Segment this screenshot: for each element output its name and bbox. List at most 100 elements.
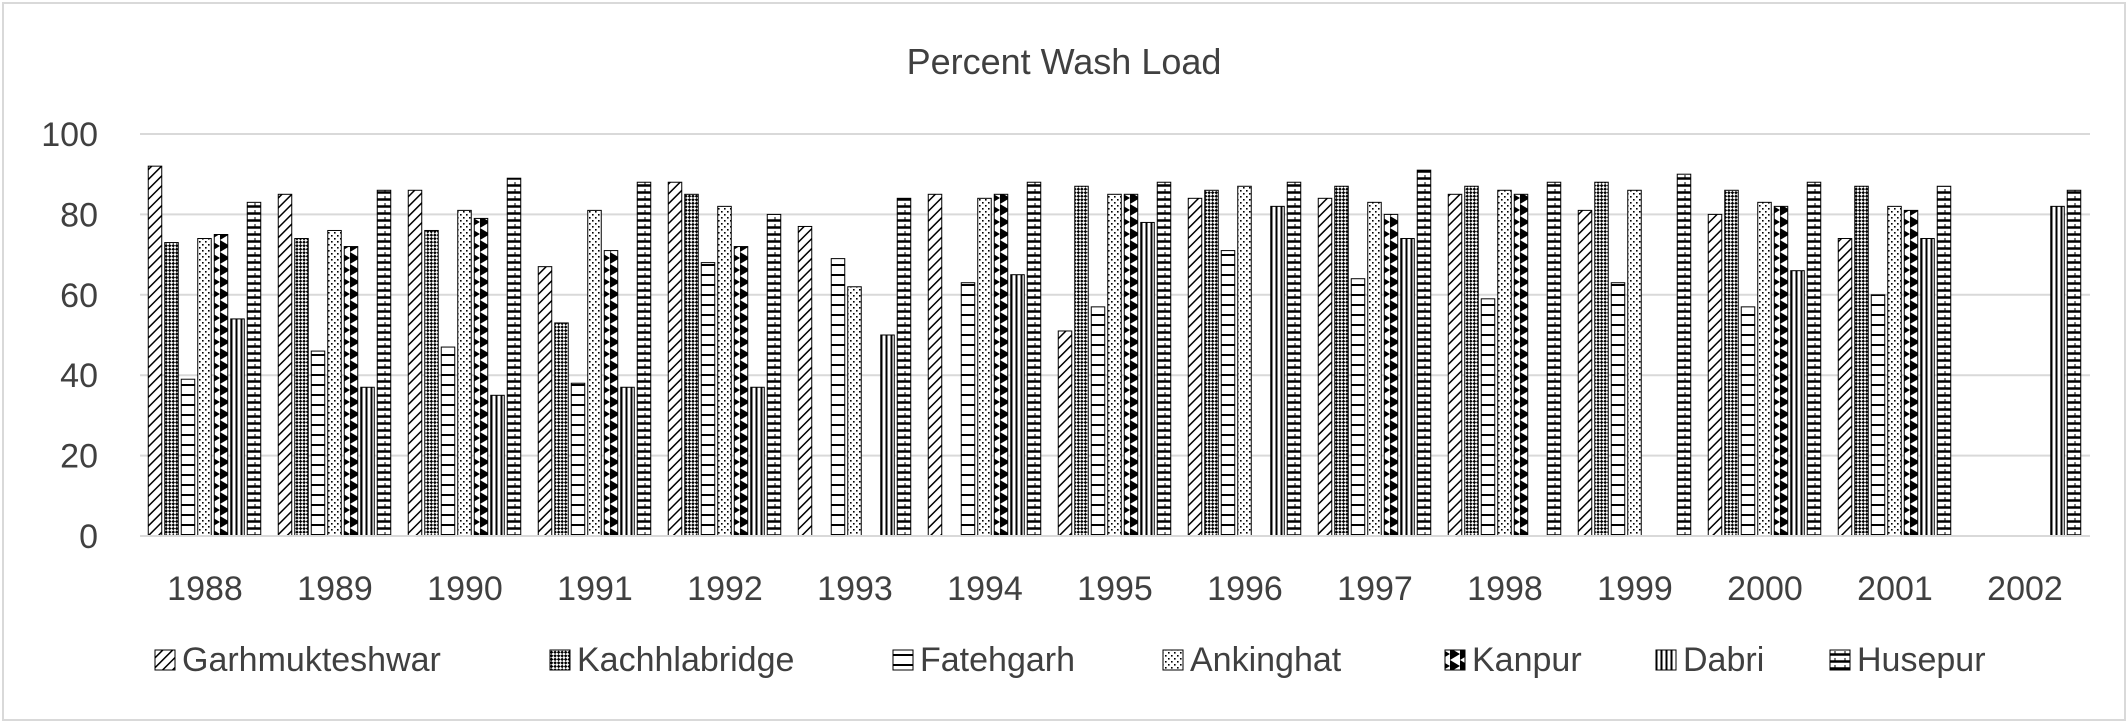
x-tick-label: 1996	[1207, 570, 1283, 608]
x-tick-label: 1999	[1597, 570, 1673, 608]
bar-dabri-2001	[1920, 238, 1935, 537]
bar-dabri-1988	[230, 318, 245, 537]
bar-ankinghat-2001	[1887, 205, 1902, 537]
legend-label-kachhlabridge: Kachhlabridge	[577, 641, 794, 679]
bar-husepur-1997	[1416, 169, 1432, 537]
bar-fatehgarh-1989	[310, 350, 326, 537]
bar-garhmukteshwar-1997	[1317, 197, 1333, 537]
y-tick-label: 20	[60, 438, 98, 476]
legend-swatch-kachhlabridge	[549, 649, 571, 671]
bar-kachhlabridge-2000	[1724, 189, 1739, 537]
legend-label-dabri: Dabri	[1683, 641, 1764, 679]
legend-swatch-ankinghat	[1162, 649, 1184, 671]
bar-kachhlabridge-1992	[684, 193, 699, 537]
y-tick-label: 100	[41, 116, 98, 154]
legend-swatch-dabri	[1655, 649, 1677, 671]
bar-husepur-2002	[2066, 189, 2082, 537]
bar-husepur-1998	[1546, 181, 1562, 537]
bar-husepur-1992	[766, 213, 782, 537]
chart-title: Percent Wash Load	[907, 41, 1222, 82]
bar-ankinghat-1992	[717, 205, 732, 537]
bar-dabri-2002	[2050, 205, 2065, 537]
bar-fatehgarh-1991	[570, 382, 586, 537]
bar-garhmukteshwar-1989	[277, 193, 293, 537]
bar-husepur-1988	[246, 201, 262, 537]
bar-ankinghat-1991	[587, 209, 602, 537]
legend: Garhmukteshwar Kachhlabridge Fatehgarh Anki…	[154, 641, 1986, 679]
bar-garhmukteshwar-1992	[667, 181, 683, 537]
bar-ankinghat-1999	[1627, 189, 1642, 537]
bar-fatehgarh-1994	[960, 282, 976, 537]
bar-fatehgarh-1993	[830, 258, 846, 537]
bar-dabri-1996	[1270, 205, 1285, 537]
bar-kanpur-1992	[733, 246, 749, 537]
bar-ankinghat-1998	[1497, 189, 1512, 537]
bar-fatehgarh-1992	[700, 262, 716, 537]
bar-kanpur-1995	[1123, 193, 1139, 537]
y-tick-label: 60	[60, 277, 98, 315]
legend-swatch-garhmukteshwar	[154, 649, 176, 671]
legend-label-fatehgarh: Fatehgarh	[920, 641, 1075, 679]
bar-kachhlabridge-1995	[1074, 185, 1089, 537]
bar-garhmukteshwar-1991	[537, 266, 553, 537]
bar-garhmukteshwar-1994	[927, 193, 943, 537]
bar-kachhlabridge-1989	[294, 238, 309, 537]
bar-garhmukteshwar-1993	[797, 225, 813, 537]
bar-husepur-1999	[1676, 173, 1692, 537]
legend-label-kanpur: Kanpur	[1472, 641, 1582, 679]
bar-fatehgarh-1990	[440, 346, 456, 537]
bar-kanpur-1998	[1513, 193, 1529, 537]
bar-garhmukteshwar-1996	[1187, 197, 1203, 537]
bar-husepur-2001	[1936, 185, 1952, 537]
bar-dabri-1994	[1010, 274, 1025, 537]
x-tick-label: 2001	[1857, 570, 1933, 608]
bar-kanpur-2001	[1903, 209, 1919, 537]
bar-garhmukteshwar-2000	[1707, 213, 1723, 537]
bar-garhmukteshwar-2001	[1837, 238, 1853, 537]
legend-swatch-fatehgarh	[892, 649, 914, 671]
bar-ankinghat-1990	[457, 209, 472, 537]
bar-kachhlabridge-1988	[164, 242, 179, 537]
legend-label-garhmukteshwar: Garhmukteshwar	[182, 641, 441, 679]
legend-swatch-husepur	[1829, 649, 1851, 671]
bar-husepur-1993	[896, 197, 912, 537]
bar-ankinghat-1995	[1107, 193, 1122, 537]
bar-husepur-1996	[1286, 181, 1302, 537]
bar-kanpur-2000	[1773, 205, 1789, 537]
y-tick-label: 80	[60, 196, 98, 234]
bar-kanpur-1994	[993, 193, 1009, 537]
x-axis-tick-labels: 1988 1989 1990 1991 1992 1993 1994 1995 1996 1997…	[167, 570, 2063, 608]
bar-dabri-1989	[360, 386, 375, 537]
x-tick-label: 1992	[687, 570, 763, 608]
bar-kachhlabridge-1997	[1334, 185, 1349, 537]
bar-garhmukteshwar-1999	[1577, 209, 1593, 537]
bar-kachhlabridge-1990	[424, 229, 439, 537]
bar-ankinghat-1988	[197, 238, 212, 537]
bar-ankinghat-1997	[1367, 201, 1382, 537]
bar-fatehgarh-1996	[1220, 250, 1236, 537]
bar-dabri-1990	[490, 394, 505, 537]
y-tick-label: 40	[60, 357, 98, 395]
bar-husepur-1995	[1156, 181, 1172, 537]
bar-fatehgarh-1999	[1610, 282, 1626, 537]
bar-husepur-1994	[1026, 181, 1042, 537]
bar-ankinghat-1989	[327, 229, 342, 537]
x-tick-label: 1998	[1467, 570, 1543, 608]
bar-fatehgarh-1995	[1090, 306, 1106, 537]
bar-husepur-2000	[1806, 181, 1822, 537]
legend-swatch-kanpur	[1444, 649, 1466, 671]
bar-kanpur-1989	[343, 246, 359, 537]
bar-husepur-1990	[506, 177, 522, 537]
bar-garhmukteshwar-1988	[147, 165, 163, 537]
bar-kachhlabridge-1996	[1204, 189, 1219, 537]
bar-kachhlabridge-1998	[1464, 185, 1479, 537]
bar-ankinghat-1996	[1237, 185, 1252, 537]
x-tick-label: 1997	[1337, 570, 1413, 608]
bar-garhmukteshwar-1998	[1447, 193, 1463, 537]
y-tick-label: 0	[79, 518, 98, 556]
bar-husepur-1991	[636, 181, 652, 537]
x-tick-label: 2002	[1987, 570, 2063, 608]
x-tick-label: 2000	[1727, 570, 1803, 608]
